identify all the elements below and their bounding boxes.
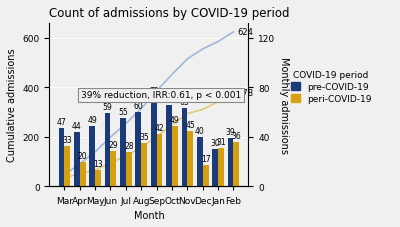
Bar: [110, 151, 116, 187]
Text: 36: 36: [232, 131, 241, 140]
Text: 39% reduction, IRR:0.61, p < 0.001: 39% reduction, IRR:0.61, p < 0.001: [81, 91, 241, 100]
Bar: [74, 132, 80, 187]
Bar: [151, 98, 157, 187]
Bar: [58, 129, 64, 187]
Text: 31: 31: [216, 138, 226, 146]
Legend: pre-COVID-19, peri-COVID-19: pre-COVID-19, peri-COVID-19: [289, 69, 373, 105]
Text: 39: 39: [226, 128, 236, 137]
Bar: [135, 113, 141, 187]
Text: 378: 378: [237, 89, 253, 98]
Text: 72: 72: [149, 87, 158, 96]
Bar: [95, 171, 101, 187]
X-axis label: Month: Month: [134, 210, 164, 220]
Bar: [234, 142, 239, 187]
Text: 44: 44: [72, 121, 82, 130]
Text: 63: 63: [180, 98, 189, 107]
Bar: [80, 162, 86, 187]
Text: 17: 17: [201, 155, 210, 164]
Bar: [187, 131, 193, 187]
Bar: [218, 148, 224, 187]
Text: 35: 35: [139, 133, 149, 141]
Bar: [105, 114, 110, 187]
Y-axis label: Monthly admissions: Monthly admissions: [279, 57, 289, 153]
Text: 47: 47: [56, 118, 66, 127]
Text: 29: 29: [108, 140, 118, 149]
Bar: [157, 135, 162, 187]
Bar: [197, 137, 203, 187]
Text: Count of admissions by COVID-19 period: Count of admissions by COVID-19 period: [50, 7, 290, 20]
Text: 49: 49: [170, 115, 180, 124]
Text: 20: 20: [78, 151, 88, 160]
Bar: [166, 105, 172, 187]
Text: 13: 13: [93, 160, 103, 169]
Text: 40: 40: [195, 126, 205, 135]
Text: 33: 33: [62, 135, 72, 144]
Bar: [203, 166, 208, 187]
Bar: [228, 138, 234, 187]
Text: 55: 55: [118, 108, 128, 117]
Text: 49: 49: [87, 115, 97, 124]
Text: 59: 59: [103, 103, 112, 112]
Text: 45: 45: [186, 120, 195, 129]
Text: 66: 66: [164, 94, 174, 103]
Text: 30: 30: [210, 139, 220, 148]
Text: 60: 60: [134, 102, 143, 111]
Text: 28: 28: [124, 141, 134, 150]
Bar: [141, 143, 147, 187]
Bar: [64, 146, 70, 187]
Text: 624: 624: [237, 28, 253, 37]
Y-axis label: Cumulative admissions: Cumulative admissions: [7, 49, 17, 162]
Bar: [120, 119, 126, 187]
Bar: [172, 126, 178, 187]
Bar: [89, 126, 95, 187]
Text: 42: 42: [155, 124, 164, 133]
Bar: [212, 150, 218, 187]
Bar: [182, 109, 187, 187]
Bar: [126, 152, 132, 187]
